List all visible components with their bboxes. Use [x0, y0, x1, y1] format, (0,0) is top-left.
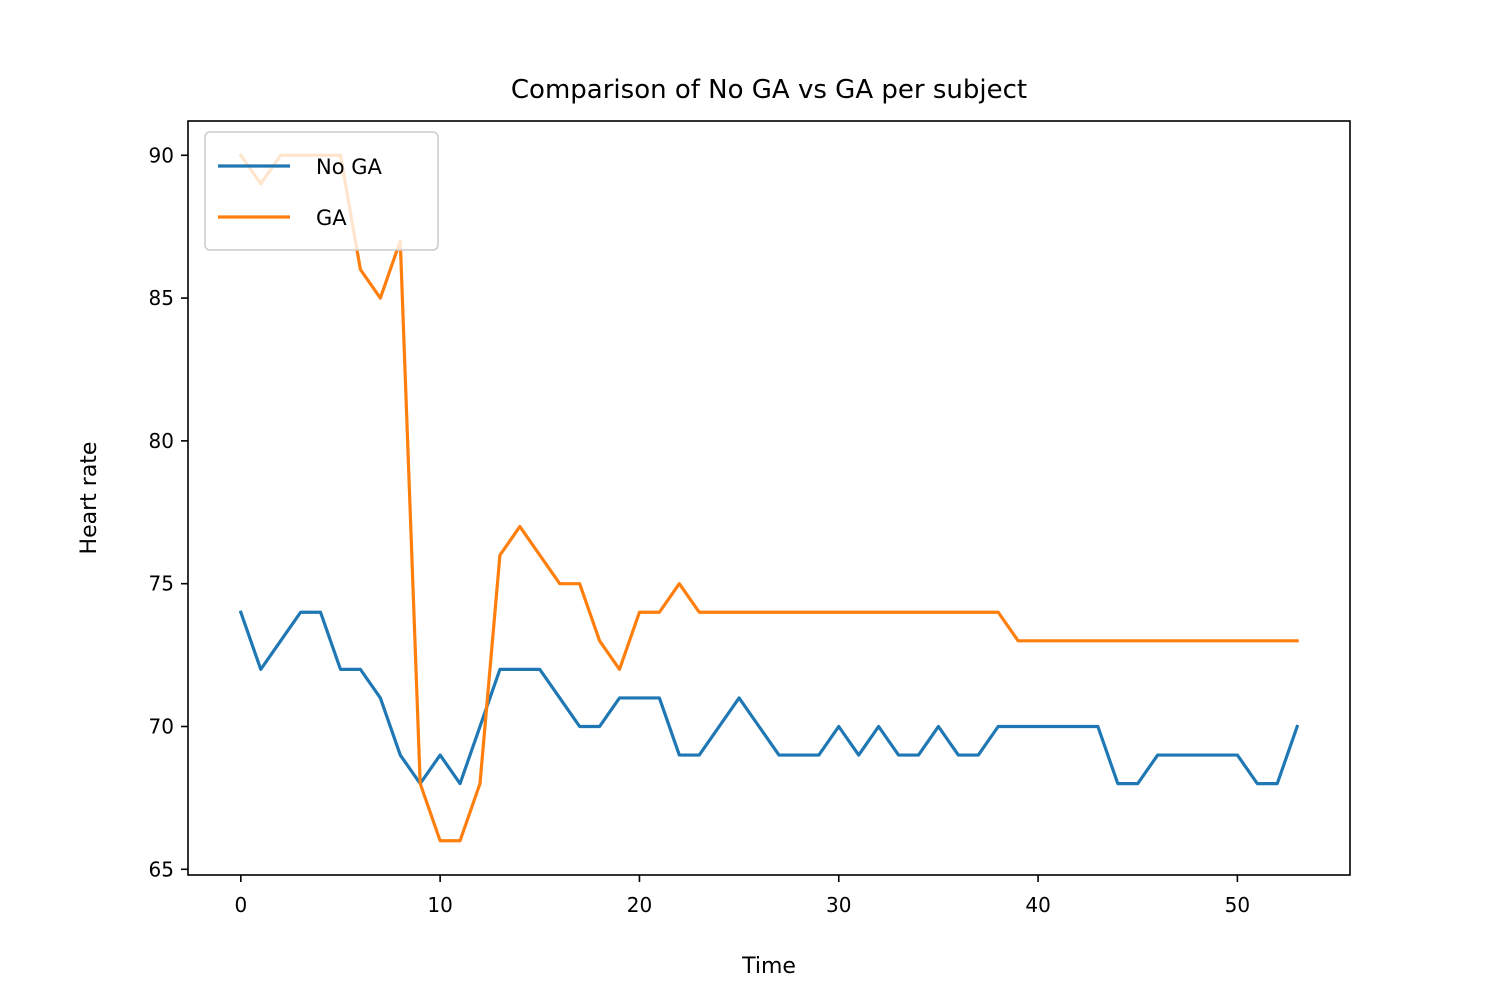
x-tick-label: 0 [234, 893, 247, 917]
x-axis: 0 10 20 30 40 50 [234, 875, 1250, 917]
y-tick-label: 90 [149, 143, 174, 167]
y-axis-title: Heart rate [77, 442, 102, 555]
x-tick-label: 10 [427, 893, 452, 917]
y-tick-label: 80 [149, 429, 174, 453]
axes-frame [187, 120, 1351, 876]
legend: No GA GA [204, 131, 439, 251]
y-tick-label: 75 [149, 572, 174, 596]
x-axis-title: Time [741, 954, 796, 979]
y-axis: 65 70 75 80 85 90 [149, 143, 188, 881]
y-tick-label: 70 [149, 714, 174, 738]
legend-frame [204, 131, 439, 251]
y-tick-label: 85 [149, 286, 174, 310]
legend-label-no-ga: No GA [316, 155, 383, 179]
chart-title: Comparison of No GA vs GA per subject [511, 75, 1027, 105]
series-line-no-ga [238, 610, 1300, 786]
legend-label-ga: GA [316, 206, 347, 230]
x-tick-label: 50 [1225, 893, 1250, 917]
x-tick-label: 40 [1025, 893, 1050, 917]
series-line-ga [238, 153, 1299, 843]
y-tick-label: 65 [149, 857, 174, 881]
x-tick-label: 30 [826, 893, 851, 917]
x-tick-label: 20 [627, 893, 652, 917]
plot-area [238, 153, 1300, 843]
